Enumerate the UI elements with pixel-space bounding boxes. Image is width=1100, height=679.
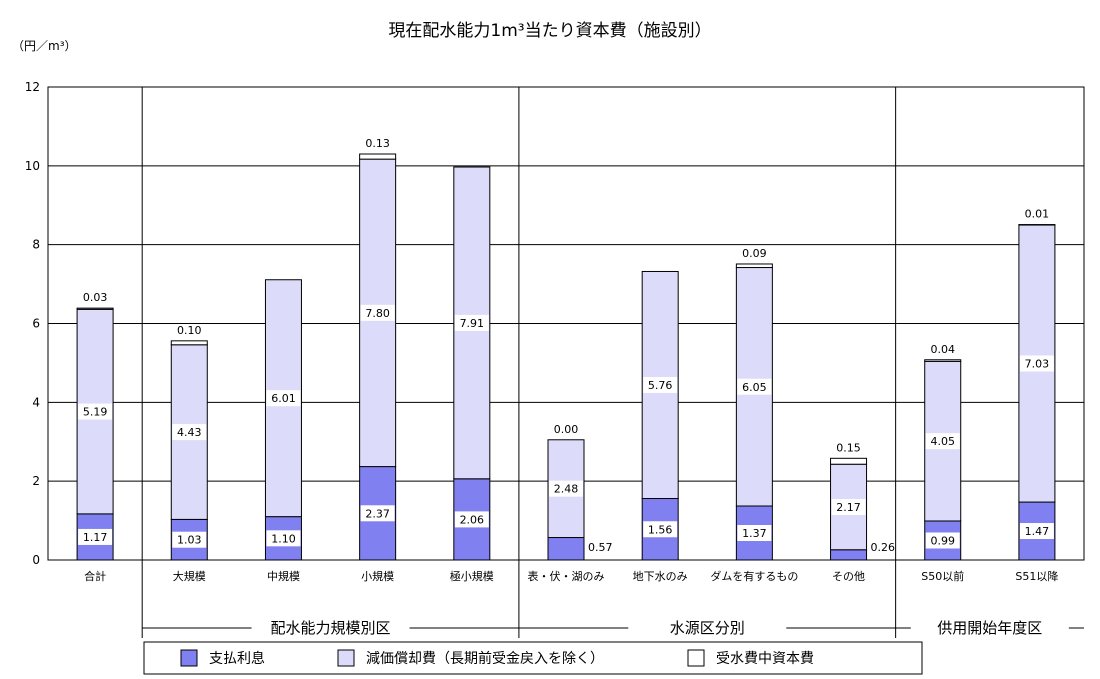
data-label-box [831, 498, 866, 515]
interest-label: 0.26 [871, 541, 896, 554]
water-capital-label: 0.03 [83, 291, 108, 304]
depreciation-label: 7.80 [365, 307, 390, 320]
water-capital-label: 0.01 [1025, 208, 1050, 221]
x-tick-label: 表・伏・湖のみ [528, 569, 605, 583]
depreciation-label: 4.05 [930, 435, 955, 448]
depreciation-label: 6.05 [742, 381, 767, 394]
water-capital-label: 0.10 [177, 324, 202, 337]
data-label-box [454, 511, 489, 528]
legend-swatch [180, 649, 198, 667]
data-label-box [643, 376, 678, 393]
water-capital-label: 0.04 [930, 343, 955, 356]
interest-label: 2.06 [460, 513, 485, 526]
water-capital-label: 0.13 [365, 137, 390, 150]
interest-label: 1.17 [83, 531, 108, 544]
x-axis-labels: 合計 大規模 中規模 小規模 極小規模 表・伏・湖のみ 地下水のみ ダムを有するもの その他 S5… [84, 569, 1058, 583]
bar-segment [359, 153, 397, 160]
depreciation-label: 6.01 [271, 392, 296, 405]
bar-segment [170, 340, 208, 346]
data-label-box [266, 390, 301, 407]
depreciation-label: 7.91 [460, 317, 485, 330]
x-tick-label: その他 [832, 570, 865, 583]
y-tick-label: 8 [32, 238, 40, 252]
depreciation-label: 5.19 [83, 406, 108, 419]
depreciation-label: 2.48 [554, 483, 579, 496]
data-label-box [360, 304, 395, 321]
bar-segment [76, 307, 114, 310]
interest-label: 0.57 [588, 541, 613, 554]
group-label: 配水能力規模別区 [271, 619, 391, 637]
data-label-box [1019, 523, 1054, 540]
depreciation-label: 7.03 [1025, 358, 1050, 371]
data-label-box [172, 424, 207, 441]
x-tick-label: 大規模 [173, 569, 206, 583]
data-label-box [737, 378, 772, 395]
bar-segment [1018, 224, 1056, 226]
gridlines [48, 87, 1084, 638]
bar-segment [547, 537, 585, 561]
interest-label: 0.99 [930, 534, 955, 547]
data-label-box [1019, 355, 1054, 372]
y-tick-label: 0 [32, 553, 40, 567]
water-capital-label: 0.09 [742, 247, 767, 260]
data-labels: 1.17 5.19 0.03 1.03 4.43 0.10 1.10 6.01 2.37 7.80… [78, 137, 1054, 554]
y-axis-ticks: 0 2 4 6 8 10 12 [25, 80, 40, 567]
y-axis-label: （円／m³） [12, 39, 77, 53]
x-tick-label: S50以前 [921, 569, 964, 583]
data-label-box [925, 532, 960, 549]
legend-label: 支払利息 [209, 650, 265, 667]
x-tick-label: 極小規模 [450, 569, 494, 583]
interest-label: 1.37 [742, 527, 767, 540]
data-label-box [549, 480, 583, 497]
y-tick-label: 2 [32, 474, 40, 488]
x-tick-label: S51以降 [1015, 569, 1058, 583]
depreciation-label: 4.43 [177, 426, 202, 439]
group-label: 供用開始年度区 [937, 619, 1042, 637]
legend: 支払利息 減価償却費（長期前受金戻入を除く） 受水費中資本費 [143, 641, 923, 675]
depreciation-label: 2.17 [836, 501, 861, 514]
interest-label: 1.56 [648, 523, 673, 536]
x-tick-label: 地下水のみ [633, 570, 688, 583]
group-label: 水源区分別 [670, 619, 745, 637]
data-label-box [643, 521, 678, 538]
water-capital-label: 0.15 [836, 441, 861, 454]
data-label-box [266, 530, 301, 547]
data-label-box [925, 433, 960, 450]
interest-label: 1.47 [1025, 525, 1050, 538]
interest-label: 1.03 [177, 534, 202, 547]
y-tick-label: 12 [25, 80, 40, 94]
y-tick-label: 10 [25, 159, 40, 173]
depreciation-label: 5.76 [648, 379, 673, 392]
legend-label: 減価償却費（長期前受金戻入を除く） [366, 650, 604, 667]
x-tick-label: 中規模 [267, 569, 300, 583]
chart-title: 現在配水能力1m³当たり資本費（施設別） [388, 21, 711, 41]
legend-label: 受水費中資本費 [716, 651, 814, 667]
data-label-box [78, 528, 113, 545]
group-labels: 配水能力規模別区 水源区分別 供用開始年度区 [142, 619, 1084, 637]
data-label-box [454, 314, 489, 331]
bar-segment [735, 263, 773, 269]
x-tick-label: 合計 [84, 569, 106, 583]
legend-swatch [687, 649, 705, 667]
legend-swatch [337, 649, 355, 667]
legend-box [143, 641, 923, 675]
water-capital-label: 0.00 [554, 423, 579, 436]
data-label-box [78, 403, 113, 420]
y-tick-label: 6 [32, 317, 40, 331]
data-label-box [172, 531, 207, 548]
data-label-box [360, 505, 395, 522]
x-tick-label: 小規模 [361, 569, 394, 583]
y-tick-label: 4 [32, 395, 40, 409]
bar-segment [830, 457, 868, 465]
bar-segment [924, 359, 962, 362]
bar-segment [830, 549, 868, 561]
interest-label: 2.37 [365, 507, 390, 520]
data-label-box [737, 524, 772, 541]
interest-label: 1.10 [271, 532, 296, 545]
x-tick-label: ダムを有するもの [710, 569, 798, 583]
